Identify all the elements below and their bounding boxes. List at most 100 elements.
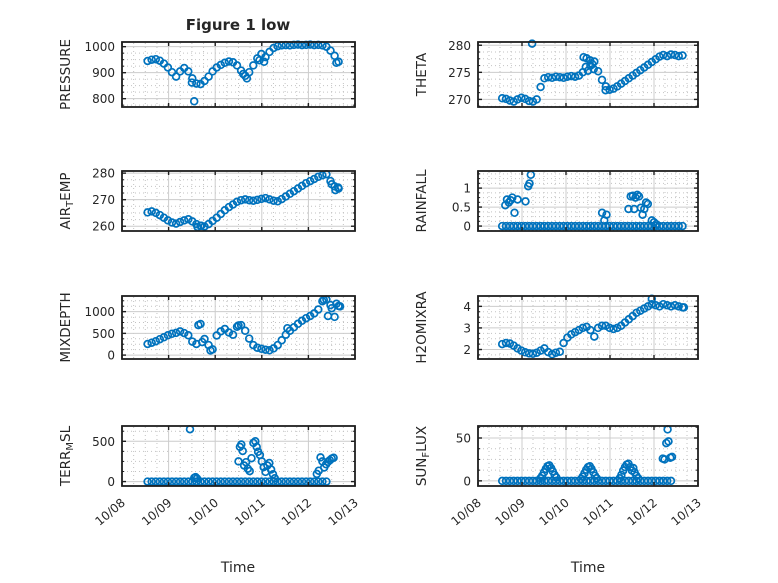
marker [179, 216, 189, 225]
marker [659, 299, 668, 309]
y-tick-label: 500 [92, 327, 115, 341]
x-tick-label: 10/13 [325, 496, 360, 529]
marker [179, 328, 189, 338]
subplot-pressure: 800 900 1000 PRESSURE [58, 39, 356, 110]
marker [570, 221, 580, 231]
y-tick-label: 280 [448, 39, 471, 53]
marker [261, 193, 270, 203]
marker [293, 477, 303, 486]
y-axis-label-rainfall: RAINFALL [414, 169, 430, 232]
marker [497, 339, 507, 349]
marker [270, 474, 280, 483]
marker [269, 43, 278, 53]
marker [163, 216, 173, 225]
marker [333, 183, 343, 192]
marker [597, 75, 607, 85]
x-tick-label: 10/09 [139, 496, 174, 529]
marker [582, 221, 591, 231]
marker [191, 472, 200, 482]
axes-box [477, 425, 699, 487]
marker [240, 195, 250, 204]
marker [551, 221, 561, 231]
y-axis-label-sun_flux: SUNFLUX [414, 426, 432, 486]
y-tick-label: 4 [463, 300, 471, 314]
marker [200, 477, 209, 486]
subplot-h2omixra: 2 3 4 H2OMIXRA [414, 291, 699, 364]
x-tick-label: 10/12 [624, 496, 659, 529]
marker [327, 180, 336, 189]
marker [632, 221, 641, 231]
marker [678, 51, 687, 60]
marker [245, 466, 254, 476]
marker [589, 64, 598, 74]
marker [335, 302, 345, 311]
x-tick-label: 10/12 [279, 496, 314, 529]
marker [505, 96, 515, 105]
marker [678, 221, 687, 231]
marker [301, 178, 311, 188]
y-tick-label: 275 [448, 66, 471, 80]
marker [189, 97, 199, 106]
marker [265, 346, 274, 355]
marker [212, 477, 221, 486]
marker [216, 477, 226, 486]
marker [309, 477, 319, 486]
marker [332, 58, 341, 68]
marker [674, 51, 683, 61]
marker [536, 82, 545, 92]
marker [147, 55, 156, 64]
marker [649, 218, 659, 227]
marker [509, 221, 518, 231]
marker [662, 301, 672, 310]
tick-marks [121, 426, 356, 486]
marker [543, 72, 553, 82]
subplot-air_temp: 260 270 280 AIRTEMP [58, 167, 356, 234]
marker [257, 344, 266, 354]
marker [285, 477, 295, 486]
marker [624, 204, 633, 214]
marker [143, 477, 152, 486]
marker [192, 79, 201, 88]
marker [532, 221, 541, 231]
marker [228, 330, 238, 339]
marker [647, 299, 657, 309]
marker [616, 221, 626, 231]
marker [520, 348, 530, 357]
marker [624, 476, 634, 486]
marker [265, 195, 274, 204]
marker [592, 474, 602, 483]
marker [590, 332, 599, 341]
marker [329, 453, 338, 463]
marker [204, 72, 213, 81]
tick-marks [121, 296, 356, 359]
marker [188, 74, 197, 83]
marker [521, 197, 530, 206]
marker [543, 476, 553, 486]
marker [666, 476, 676, 486]
marker [240, 326, 250, 336]
marker [232, 61, 242, 70]
marker [509, 476, 518, 486]
marker [194, 320, 203, 330]
marker [601, 85, 610, 95]
marker [679, 303, 689, 312]
marker [259, 57, 269, 67]
marker [579, 52, 588, 62]
marker [643, 221, 653, 231]
marker [196, 221, 206, 230]
y-axis-label-terr_msl: TERRMSL [58, 425, 76, 487]
marker [224, 57, 234, 66]
marker [314, 477, 323, 486]
data-markers [143, 169, 343, 232]
marker [251, 437, 260, 446]
marker [175, 327, 185, 336]
y-tick-label: 260 [92, 220, 115, 234]
marker [232, 322, 242, 332]
marker [613, 221, 622, 231]
marker [197, 337, 207, 347]
x-tick-label: 10/11 [232, 496, 267, 529]
axes-box [121, 425, 356, 487]
marker [266, 465, 276, 474]
marker [171, 477, 181, 486]
